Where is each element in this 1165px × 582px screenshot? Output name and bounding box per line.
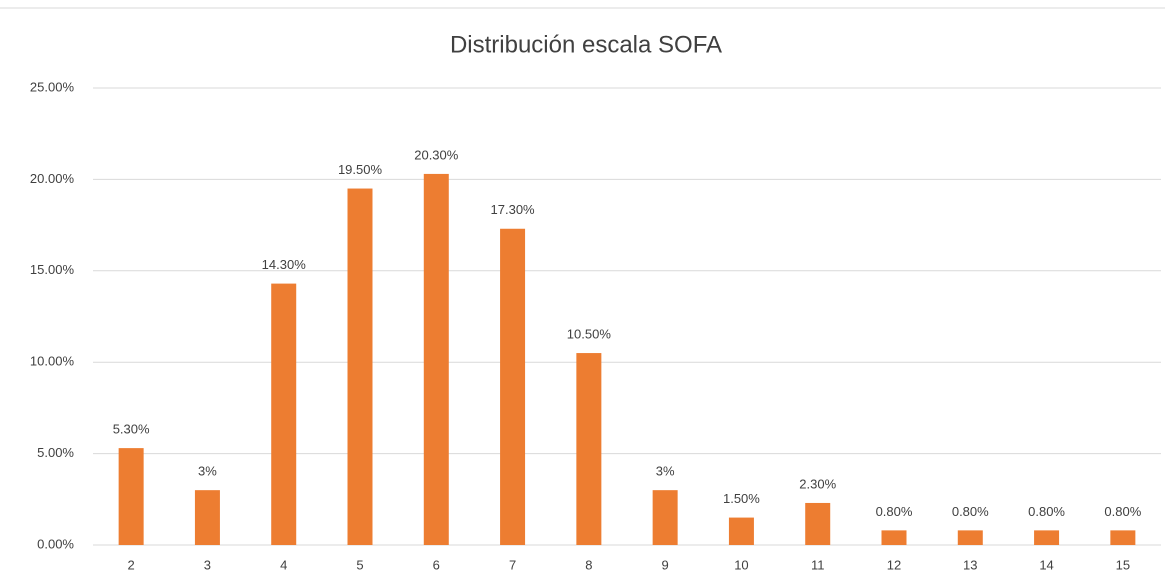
y-tick-label: 0.00% (37, 536, 74, 551)
data-label: 2.30% (799, 476, 836, 491)
bar (1110, 530, 1136, 545)
y-tick-label: 20.00% (30, 171, 75, 186)
bar (194, 490, 220, 545)
data-label: 0.80% (1104, 504, 1141, 519)
bar (1034, 530, 1060, 545)
data-label: 19.50% (338, 162, 383, 177)
x-tick-label: 13 (963, 557, 977, 572)
x-tick-label: 8 (585, 557, 592, 572)
bar (881, 530, 907, 545)
bar (118, 448, 144, 545)
data-label: 14.30% (262, 257, 307, 272)
y-tick-label: 5.00% (37, 445, 74, 460)
bar (576, 353, 602, 545)
x-tick-label: 6 (433, 557, 440, 572)
data-label: 0.80% (1028, 504, 1065, 519)
bar (500, 228, 526, 546)
bar (728, 517, 754, 545)
bar (805, 502, 831, 545)
x-tick-label: 4 (280, 557, 287, 572)
y-tick-label: 10.00% (30, 354, 75, 369)
x-tick-label: 9 (662, 557, 669, 572)
y-tick-label: 15.00% (30, 262, 75, 277)
x-tick-label: 5 (356, 557, 363, 572)
data-label: 17.30% (491, 202, 536, 217)
data-label: 20.30% (414, 147, 459, 162)
y-tick-label: 25.00% (30, 79, 75, 94)
x-tick-label: 2 (128, 557, 135, 572)
x-tick-label: 12 (887, 557, 901, 572)
chart-title: Distribución escala SOFA (450, 31, 722, 58)
data-label: 0.80% (876, 504, 913, 519)
bar (271, 283, 297, 545)
data-label: 0.80% (952, 504, 989, 519)
data-label: 3% (656, 464, 675, 479)
x-tick-label: 7 (509, 557, 516, 572)
bar (347, 188, 373, 546)
x-tick-label: 15 (1116, 557, 1130, 572)
bar (652, 490, 678, 545)
data-label: 5.30% (113, 422, 150, 437)
data-label: 10.50% (567, 326, 612, 341)
data-label: 1.50% (723, 491, 760, 506)
x-tick-label: 11 (811, 557, 825, 572)
bar (423, 173, 449, 545)
x-tick-label: 14 (1039, 557, 1053, 572)
x-tick-label: 10 (734, 557, 748, 572)
bar (957, 530, 983, 545)
x-tick-label: 3 (204, 557, 211, 572)
data-label: 3% (198, 464, 217, 479)
